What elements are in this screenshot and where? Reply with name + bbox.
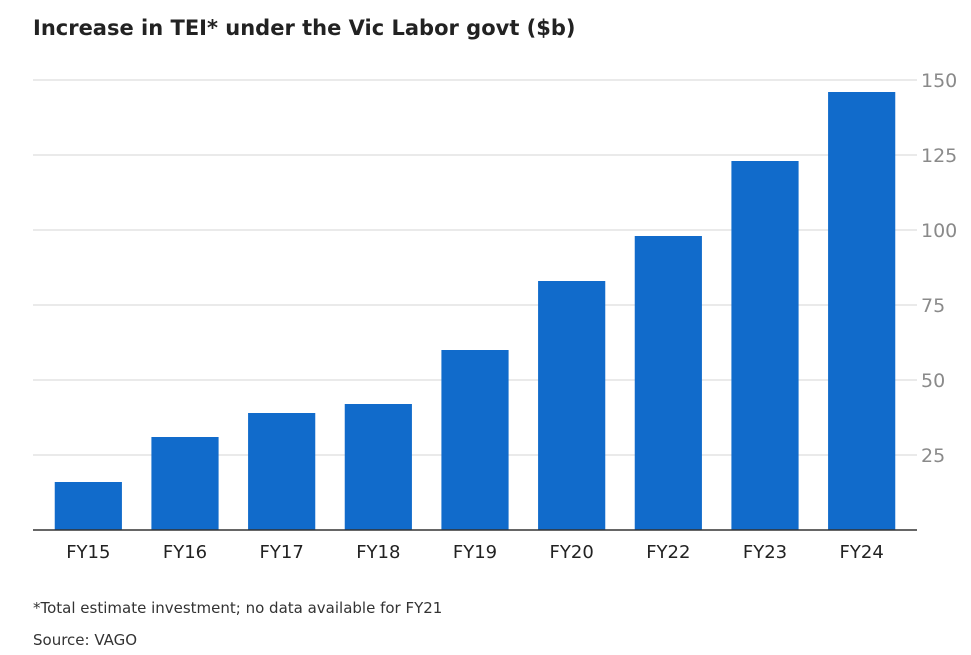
x-tick-label: FY15 — [66, 542, 110, 563]
x-tick-label: FY24 — [840, 542, 884, 563]
bar-FY19 — [441, 350, 509, 530]
bar-FY15 — [54, 482, 122, 530]
x-tick-label: FY19 — [453, 542, 497, 563]
bar-FY18 — [344, 404, 412, 530]
y-tick-label: 75 — [921, 295, 945, 317]
x-tick-label: FY23 — [743, 542, 787, 563]
y-tick-label: 125 — [921, 145, 957, 167]
bar-FY22 — [634, 236, 702, 530]
y-tick-label: 150 — [921, 70, 957, 92]
bar-FY20 — [538, 281, 606, 530]
chart-title: Increase in TEI* under the Vic Labor gov… — [33, 16, 576, 40]
bar-FY16 — [151, 437, 219, 530]
bar-FY24 — [828, 92, 896, 530]
x-tick-label: FY16 — [163, 542, 207, 563]
footnote: *Total estimate investment; no data avai… — [33, 599, 443, 617]
x-tick-label: FY17 — [260, 542, 304, 563]
x-tick-label: FY20 — [550, 542, 594, 563]
x-tick-label: FY18 — [356, 542, 400, 563]
bar-chart: 25 50 75 100 125 150 FY15 FY16 FY17 FY18 FY19 FY20… — [33, 70, 957, 563]
y-tick-label: 25 — [921, 445, 945, 467]
y-axis-ticks: 25 50 75 100 125 150 — [921, 70, 957, 467]
y-tick-label: 50 — [921, 370, 945, 392]
x-axis-ticks: FY15 FY16 FY17 FY18 FY19 FY20 FY22 FY23 FY24 — [66, 542, 884, 563]
bar-FY17 — [248, 413, 316, 530]
bar-FY23 — [731, 161, 799, 530]
x-tick-label: FY22 — [646, 542, 690, 563]
source-note: Source: VAGO — [33, 631, 138, 649]
y-tick-label: 100 — [921, 220, 957, 242]
bars — [54, 92, 896, 530]
